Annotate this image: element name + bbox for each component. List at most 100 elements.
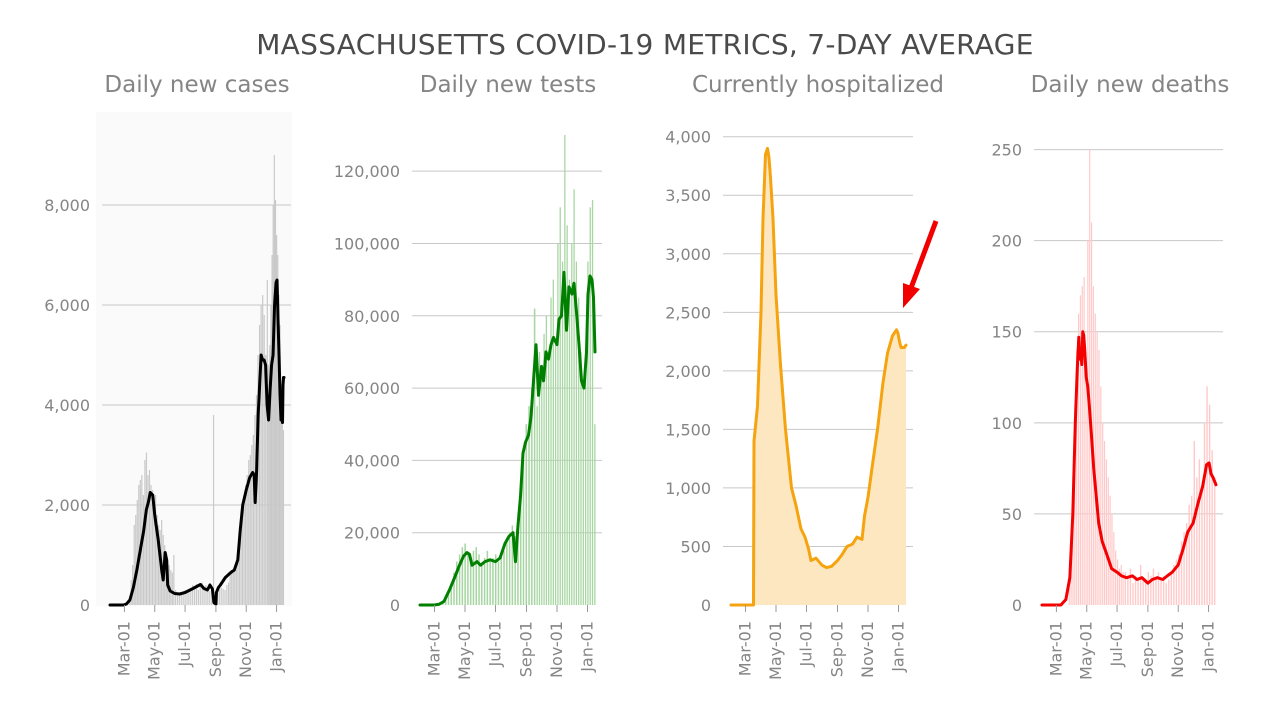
y-tick-label: 250 <box>991 141 1022 160</box>
daily-bar <box>222 589 224 605</box>
daily-bar <box>224 590 226 605</box>
x-tick-label: Sep-01 <box>206 621 225 677</box>
daily-bar <box>511 525 514 605</box>
daily-bar <box>237 555 239 605</box>
daily-bar <box>190 591 192 605</box>
daily-bar <box>276 235 278 605</box>
daily-bar <box>178 594 180 605</box>
y-tick-label: 100 <box>991 414 1022 433</box>
daily-bar <box>548 359 550 605</box>
y-tick-label: 4,000 <box>665 128 711 147</box>
y-tick-label: 80,000 <box>344 307 400 326</box>
daily-bar <box>1118 568 1120 605</box>
daily-bar <box>252 435 254 605</box>
daily-bar <box>1178 553 1180 605</box>
daily-bar <box>209 591 211 605</box>
daily-bar <box>199 586 201 605</box>
daily-bar <box>272 205 274 605</box>
daily-bar <box>566 225 568 605</box>
x-tick-label: Jul-01 <box>175 621 194 667</box>
panel-title-cases: Daily new cases <box>104 72 289 98</box>
annotation-arrow <box>903 220 939 308</box>
y-tick-label: 500 <box>680 537 711 556</box>
y-tick-label: 0 <box>701 596 711 615</box>
daily-bar <box>226 585 228 605</box>
daily-bar <box>1090 222 1093 605</box>
daily-bar <box>1122 572 1124 605</box>
daily-bar <box>1068 586 1070 605</box>
y-tick-label: 0 <box>1012 596 1022 615</box>
y-tick-label: 2,000 <box>44 496 90 515</box>
y-tick-label: 3,000 <box>665 245 711 264</box>
x-tick-label: Nov-01 <box>236 621 255 678</box>
daily-bar <box>188 589 190 605</box>
y-tick-label: 2,000 <box>665 362 711 381</box>
daily-bar <box>461 547 464 605</box>
daily-bar <box>260 305 262 605</box>
daily-bar <box>497 561 500 605</box>
x-tick-label: Jul-01 <box>1107 621 1126 667</box>
daily-bar <box>1214 477 1216 605</box>
daily-bar <box>1201 486 1203 605</box>
daily-bar <box>1180 541 1183 605</box>
daily-bar <box>133 525 135 605</box>
series-line <box>108 278 286 607</box>
daily-bar <box>1157 572 1160 605</box>
daily-bar <box>171 572 173 605</box>
daily-bar <box>1100 386 1102 605</box>
daily-bar <box>278 295 280 605</box>
daily-bar <box>192 585 194 605</box>
daily-bar <box>1116 559 1119 605</box>
daily-bar <box>170 570 172 605</box>
daily-bar <box>573 189 575 605</box>
daily-bar <box>584 370 587 605</box>
daily-bar <box>238 545 241 605</box>
daily-bar <box>1124 572 1127 605</box>
daily-bar <box>1150 575 1152 605</box>
daily-bar <box>1152 568 1155 605</box>
daily-bar <box>186 592 188 605</box>
daily-bar <box>197 590 199 605</box>
y-tick-label: 6,000 <box>44 296 90 315</box>
daily-bar <box>594 424 596 605</box>
daily-bar <box>483 558 486 605</box>
daily-bar <box>148 470 151 605</box>
daily-bar <box>142 495 144 605</box>
daily-bar <box>503 550 505 605</box>
daily-bar <box>1203 422 1206 605</box>
daily-bar <box>234 565 236 605</box>
daily-bar <box>153 505 155 605</box>
daily-bar <box>1165 583 1167 605</box>
daily-bar <box>1175 559 1178 605</box>
panel-daily-new-deaths: Daily new deaths 0 50 100 150 200 250 Mar-01 Ma… <box>991 72 1229 680</box>
daily-bar <box>279 325 281 605</box>
daily-bar <box>514 536 516 605</box>
daily-bar <box>1198 459 1201 605</box>
daily-bar <box>245 485 247 605</box>
daily-bar <box>517 518 519 605</box>
y-tick-label: 4,000 <box>44 396 90 415</box>
daily-bar <box>561 261 564 605</box>
x-tick-label: Jan-01 <box>889 621 908 673</box>
daily-bar <box>1074 404 1076 605</box>
daily-bar <box>1120 564 1122 605</box>
daily-bar <box>508 532 511 605</box>
daily-bar <box>251 445 253 605</box>
daily-bar <box>580 351 582 605</box>
daily-bar <box>475 547 478 605</box>
y-tick-label: 50 <box>1002 505 1022 524</box>
daily-bar <box>1168 579 1170 605</box>
daily-bar <box>1127 577 1129 605</box>
daily-bar <box>231 570 233 605</box>
daily-bar <box>220 587 222 605</box>
daily-bar <box>281 415 283 605</box>
daily-bar <box>151 490 154 605</box>
daily-bar <box>467 554 469 605</box>
y-tick-label: 40,000 <box>344 451 400 470</box>
daily-bar <box>144 460 146 605</box>
daily-bar <box>536 406 538 605</box>
panel-currently-hospitalized: Currently hospitalized 0 500 1,000 1,500 2,0… <box>665 72 944 680</box>
daily-bar <box>168 565 170 605</box>
daily-bar <box>212 415 215 605</box>
daily-bar <box>1111 513 1113 605</box>
